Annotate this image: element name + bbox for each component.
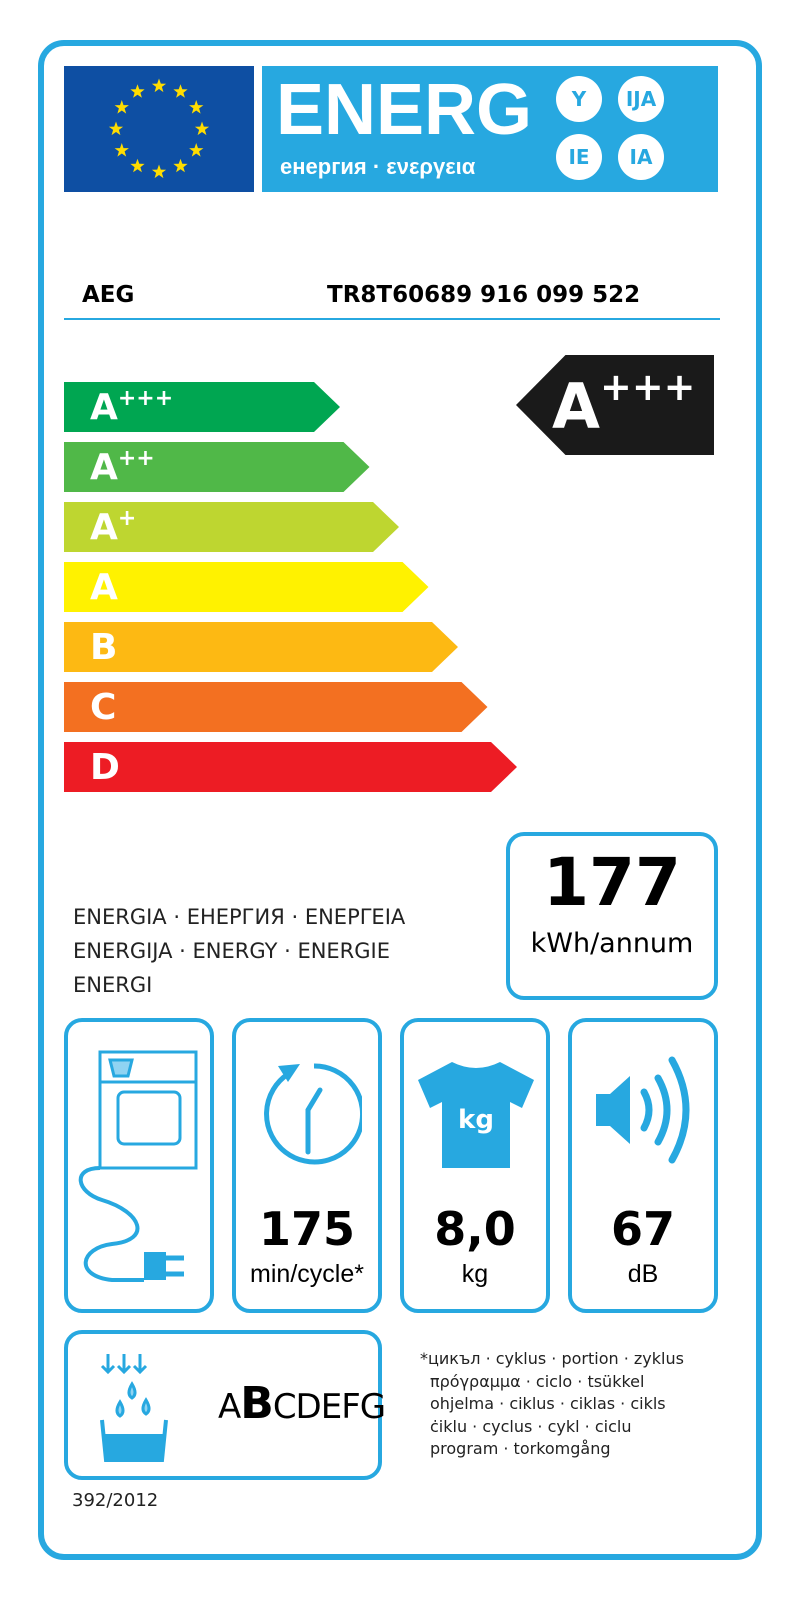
star-icon xyxy=(173,84,188,98)
energy-words-line: ENERGIJA · ENERGY · ENERGIE xyxy=(73,939,391,963)
energy-words-line: ENERGIA · ЕНЕРГИЯ · ΕΝΕΡΓΕΙΑ xyxy=(73,905,406,929)
capacity-box: kg 8,0 kg xyxy=(400,1018,550,1313)
star-icon xyxy=(189,143,204,157)
scale-bar-label: A+ xyxy=(90,506,137,548)
consumption-unit: kWh/annum xyxy=(530,928,694,959)
suffix-ija: IJA xyxy=(618,76,664,122)
scale-bar-appp: A+++ xyxy=(64,382,340,432)
scale-bar-c: C xyxy=(64,682,488,732)
divider xyxy=(64,318,720,320)
noise-box: 67 dB xyxy=(568,1018,718,1313)
star-icon xyxy=(194,121,210,136)
eu-flag-icon xyxy=(64,66,254,192)
star-icon xyxy=(151,164,167,179)
star-icon xyxy=(173,158,188,173)
noise-unit: dB xyxy=(627,1260,659,1288)
scale-bar-app: A++ xyxy=(64,442,370,492)
star-icon xyxy=(151,78,167,93)
star-icon xyxy=(130,84,145,98)
condensation-efficiency-box: ABCDEFG xyxy=(64,1330,386,1480)
cycle-time-box: 175 min/cycle* xyxy=(232,1018,382,1313)
water-drops-icon xyxy=(100,1354,168,1462)
star-icon xyxy=(189,100,204,114)
star-icon xyxy=(130,158,145,173)
condenser-dryer-icon xyxy=(78,1050,198,1282)
energy-words-line: ENERGI xyxy=(73,973,153,997)
kg-icon-text: kg xyxy=(458,1105,494,1135)
model-identifier: TR8T60689 916 099 522 xyxy=(327,282,641,308)
suffix-ia: IA xyxy=(618,134,664,180)
condensation-class-selected: B xyxy=(240,1378,274,1429)
star-icon xyxy=(114,100,129,114)
scale-bar-b: B xyxy=(64,622,458,672)
suffix-y: Y xyxy=(556,76,602,122)
dryer-box xyxy=(64,1018,214,1313)
tshirt-icon: kg xyxy=(418,1062,534,1168)
star-icon xyxy=(114,143,129,157)
rating-label: A+++ xyxy=(552,365,696,443)
scale-bar-label: D xyxy=(90,747,120,788)
energy-subtitle: енергия · ενεργεια xyxy=(280,154,476,179)
supplier-name: AEG xyxy=(82,282,135,308)
scale-bar-d: D xyxy=(64,742,517,792)
noise-value: 67 xyxy=(610,1202,675,1256)
star-icon xyxy=(108,121,124,136)
speaker-icon xyxy=(596,1056,690,1164)
cycle-time-unit: min/cycle* xyxy=(250,1260,364,1288)
condensation-class-scale: ABCDEFG xyxy=(218,1378,386,1429)
scale-bar-a: A xyxy=(64,562,429,612)
scale-bar-label: A xyxy=(90,567,118,608)
scale-bar-label: B xyxy=(90,627,118,668)
scale-bar-label: A++ xyxy=(90,446,155,488)
capacity-value: 8,0 xyxy=(434,1202,516,1256)
consumption-value: 177 xyxy=(543,844,681,921)
regulation-number: 392/2012 xyxy=(72,1490,159,1511)
clock-cycle-icon xyxy=(264,1063,362,1165)
cycle-footnote: *цикъл · cyklus · portion · zyklus πρόγρ… xyxy=(420,1349,684,1458)
cycle-time-value: 175 xyxy=(258,1202,356,1256)
annual-consumption-box: 177 kWh/annum xyxy=(506,832,718,1000)
scale-bar-label: C xyxy=(90,687,117,728)
capacity-unit: kg xyxy=(461,1260,489,1288)
suffix-ie: IE xyxy=(556,134,602,180)
energy-words: ENERGIA · ЕНЕРГИЯ · ΕΝΕΡΓΕΙΑ ENERGIJA · … xyxy=(73,900,405,1002)
energy-header: ENERG енергия · ενεργεια Y IJA IE IA xyxy=(262,66,718,192)
scale-bar-ap: A+ xyxy=(64,502,399,552)
scale-bar-label: A+++ xyxy=(90,386,174,428)
energy-title: ENERG xyxy=(276,70,533,150)
label-frame xyxy=(38,40,762,1560)
